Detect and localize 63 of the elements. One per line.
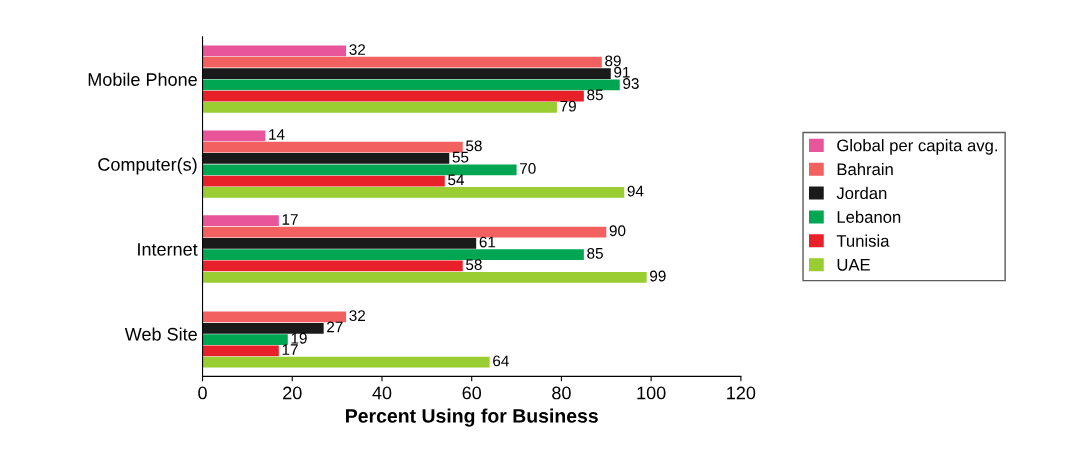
x-tick-label: 60	[462, 386, 482, 400]
bar	[202, 79, 620, 91]
data-label: 27	[327, 321, 343, 333]
bar	[202, 345, 279, 357]
bar	[202, 164, 517, 176]
bar	[202, 68, 611, 79]
legend-label: Lebanon	[837, 210, 901, 223]
data-label: 61	[479, 236, 496, 248]
data-label: 17	[282, 214, 298, 225]
legend-label: UAE	[837, 259, 870, 271]
bar	[202, 334, 288, 345]
data-label: 58	[466, 140, 482, 152]
bar	[202, 45, 347, 57]
data-label: 58	[466, 259, 482, 271]
data-label: 70	[520, 163, 536, 174]
bar	[202, 153, 450, 164]
y-tick-label: Computer(s)	[98, 157, 197, 175]
data-label: 91	[614, 66, 630, 78]
bar	[202, 226, 607, 238]
data-label: 55	[452, 151, 469, 163]
bar	[202, 90, 584, 102]
bar	[202, 187, 625, 198]
bar	[202, 215, 279, 227]
legend-label: Bahrain	[837, 162, 893, 176]
data-label: 85	[587, 247, 603, 259]
x-tick-label: 20	[283, 386, 302, 400]
bar	[202, 102, 557, 113]
legend-label: Tunisia	[836, 234, 890, 247]
y-tick-label: Mobile Phone	[88, 72, 197, 86]
bar	[202, 356, 490, 368]
bar	[202, 249, 584, 261]
x-tick-label: 80	[552, 386, 571, 400]
data-label: 89	[605, 55, 621, 67]
x-tick-label: 120	[727, 386, 756, 400]
y-tick-label: Web Site	[124, 327, 197, 341]
data-label: 85	[587, 89, 603, 101]
bar	[202, 175, 445, 187]
data-label: 32	[349, 44, 366, 55]
data-label: 93	[623, 78, 639, 89]
bar	[202, 311, 347, 323]
x-tick-label: 40	[372, 386, 392, 400]
data-label: 14	[269, 129, 285, 140]
data-label: 17	[282, 344, 298, 355]
y-tick-label: Internet	[138, 243, 198, 256]
x-tick-label: 100	[637, 386, 666, 400]
bar	[202, 130, 266, 142]
data-label: 32	[349, 310, 366, 322]
data-label: 90	[609, 225, 626, 237]
data-label: 54	[448, 174, 465, 186]
bar	[202, 56, 602, 68]
data-label: 94	[627, 185, 644, 197]
bar	[202, 260, 463, 272]
data-label: 64	[493, 355, 509, 367]
legend-label: Global per capita avg.	[837, 139, 997, 155]
data-label: 79	[560, 100, 576, 112]
data-label: 99	[650, 270, 666, 282]
bar	[202, 322, 324, 334]
bar	[202, 237, 477, 249]
legend-label: Jordan	[836, 186, 887, 200]
bar	[202, 271, 647, 283]
x-axis-title: Percent Using for Business	[346, 408, 598, 427]
data-label: 19	[291, 332, 307, 344]
x-tick-label: 0	[198, 386, 207, 400]
